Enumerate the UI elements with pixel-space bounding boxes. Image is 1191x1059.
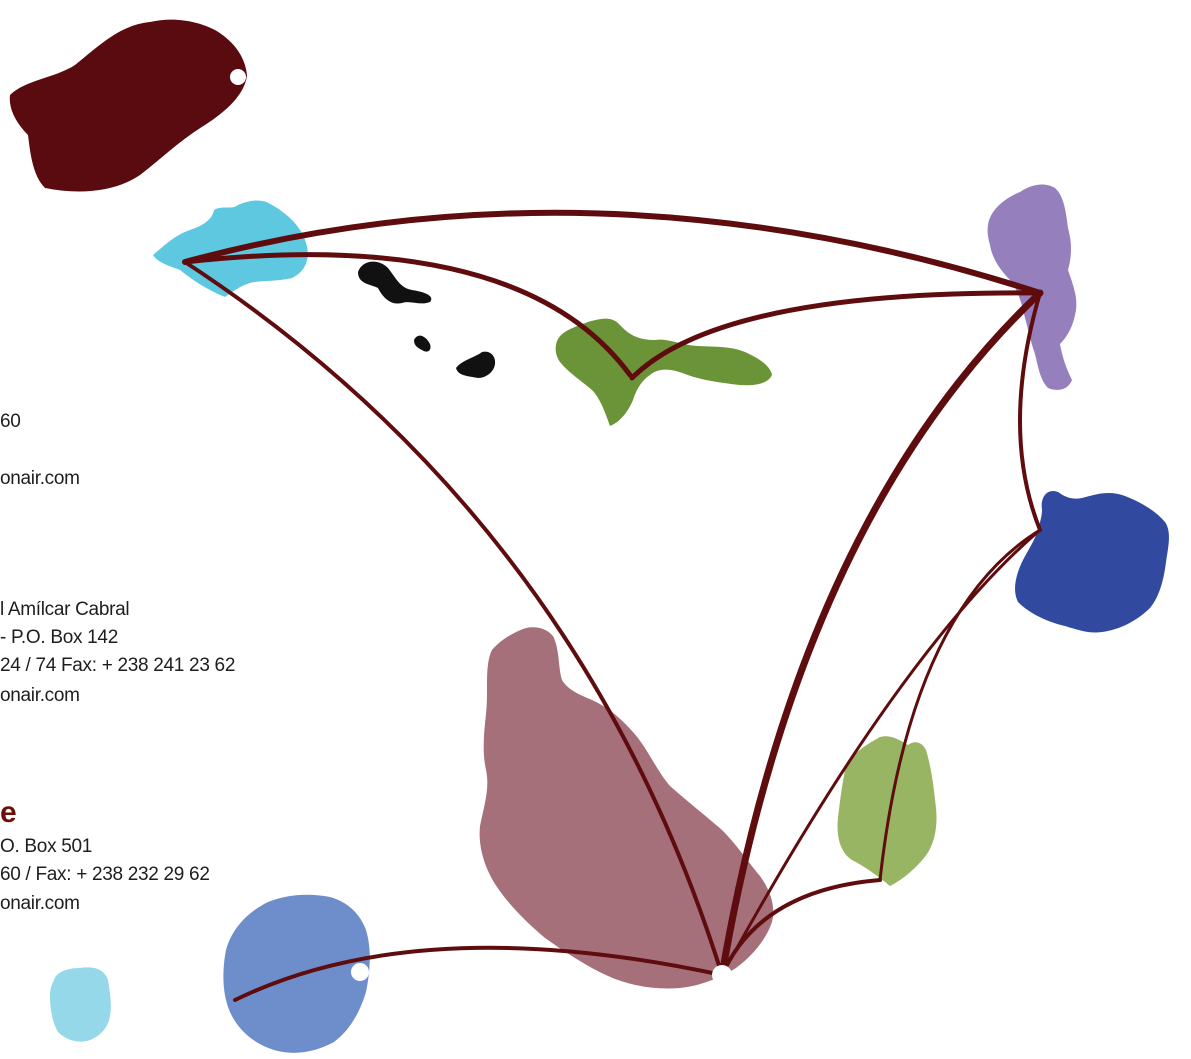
route-sao-nicolau-sal[interactable] bbox=[629, 290, 1043, 381]
contact-block-2-pobox: - P.O. Box 142 bbox=[0, 627, 118, 648]
island-maio[interactable] bbox=[837, 736, 937, 886]
hub-marker-fogo bbox=[351, 963, 369, 981]
island-boa-vista[interactable] bbox=[1015, 490, 1169, 633]
contact-block-2-email[interactable]: onair.com bbox=[0, 685, 80, 706]
route-sal-boa-vista[interactable] bbox=[1018, 291, 1042, 532]
route-sao-vicente-sao-nicolau[interactable] bbox=[182, 252, 633, 378]
hub-marker-santo-antao bbox=[230, 69, 246, 85]
island-sal[interactable] bbox=[987, 184, 1077, 390]
contact-block-3-pobox: O. Box 501 bbox=[0, 836, 93, 857]
route-sao-vicente-santiago[interactable] bbox=[183, 260, 724, 977]
island-santo-antao[interactable] bbox=[9, 19, 247, 192]
contact-block-2-phone-fax: 24 / 74 Fax: + 238 241 23 62 bbox=[0, 655, 236, 676]
route-boa-vista-santiago[interactable] bbox=[720, 528, 1042, 977]
island-santa-luzia[interactable] bbox=[358, 261, 432, 304]
island-raso[interactable] bbox=[456, 351, 496, 378]
contact-block-3-heading: e bbox=[0, 796, 17, 829]
route-maio-boa-vista[interactable] bbox=[878, 528, 1042, 882]
island-brava[interactable] bbox=[50, 967, 111, 1042]
route-santiago-fogo[interactable] bbox=[233, 945, 724, 1002]
route-santiago-maio[interactable] bbox=[720, 878, 882, 977]
route-sao-vicente-sal[interactable] bbox=[182, 209, 1043, 296]
contact-block-3-email[interactable]: onair.com bbox=[0, 893, 80, 914]
contact-block-1-phone: 60 bbox=[0, 411, 21, 432]
contact-block-1-email[interactable]: onair.com bbox=[0, 468, 80, 489]
island-sao-nicolau[interactable] bbox=[555, 318, 772, 426]
hub-marker-santiago bbox=[712, 965, 732, 985]
contact-block-2-address: l Amílcar Cabral bbox=[0, 599, 130, 620]
contact-block-3-phone-fax: 60 / Fax: + 238 232 29 62 bbox=[0, 864, 210, 885]
island-santiago[interactable] bbox=[479, 627, 774, 989]
route-sal-santiago[interactable] bbox=[718, 289, 1044, 979]
island-branco[interactable] bbox=[414, 335, 431, 352]
